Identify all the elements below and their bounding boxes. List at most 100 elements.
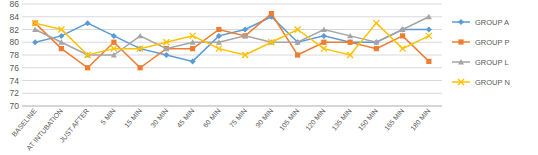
legend: GROUP A GROUP P GROUP L GROUP N	[452, 18, 510, 87]
marker	[295, 39, 301, 44]
marker	[137, 46, 143, 52]
line-chart: 70 72 74 76 78 80 82 84 86 BASELINEAT INTUBATIONJ…	[0, 0, 538, 155]
grid-line	[22, 106, 442, 107]
series-line	[35, 14, 429, 68]
x-tick-label: 135 MIN	[331, 107, 353, 132]
legend-marker	[458, 59, 464, 64]
marker	[163, 39, 169, 45]
series	[32, 20, 432, 58]
marker	[321, 33, 327, 39]
y-tick-label: 72	[10, 88, 20, 98]
marker	[347, 39, 353, 45]
legend-label: GROUP A	[475, 18, 509, 27]
marker	[400, 46, 406, 52]
marker	[32, 39, 38, 45]
x-tick-label: 90 MIN	[254, 107, 274, 129]
marker	[242, 27, 248, 33]
marker	[111, 33, 117, 39]
y-tick-label: 76	[10, 63, 20, 73]
marker	[400, 33, 405, 38]
grid-line	[22, 16, 442, 17]
y-tick-label: 80	[10, 37, 20, 47]
x-tick-label: 165 MIN	[383, 107, 405, 132]
marker	[216, 39, 222, 44]
marker	[321, 40, 326, 45]
legend-label: GROUP N	[475, 78, 510, 87]
marker	[268, 39, 274, 45]
marker	[373, 20, 379, 26]
marker	[58, 39, 64, 44]
marker	[400, 27, 406, 32]
marker	[348, 40, 353, 45]
x-tick-label: 75 MIN	[228, 107, 248, 129]
series	[33, 11, 432, 70]
series-line	[35, 23, 429, 55]
marker	[111, 40, 116, 45]
marker	[190, 39, 196, 44]
grid-line	[22, 67, 442, 68]
x-tick-label: 5 MIN	[99, 107, 116, 126]
marker	[321, 27, 327, 32]
marker	[163, 46, 169, 51]
marker	[216, 27, 221, 32]
marker	[400, 27, 406, 33]
marker	[190, 58, 196, 64]
legend-label: GROUP P	[475, 38, 509, 47]
legend-marker	[458, 19, 464, 25]
chart-container: 70 72 74 76 78 80 82 84 86 BASELINEAT INTUBATIONJ…	[0, 0, 538, 155]
marker	[426, 59, 431, 64]
marker	[190, 33, 196, 39]
x-tick-label: 150 MIN	[357, 107, 379, 132]
x-tick-label: AT INTUBATION	[25, 107, 64, 151]
x-tick-label: 30 MIN	[149, 107, 169, 129]
y-tick-label: 86	[10, 0, 20, 9]
y-tick-label: 70	[10, 101, 20, 111]
marker	[295, 27, 301, 33]
marker	[163, 52, 169, 58]
marker	[242, 33, 248, 38]
grid-line	[22, 4, 442, 5]
grid-line	[22, 80, 442, 81]
y-tick-label: 82	[10, 25, 20, 35]
plot-area	[32, 11, 432, 70]
x-tick-label: 105 MIN	[278, 107, 300, 132]
x-tick-label: JUST AFTER	[58, 107, 90, 144]
marker	[59, 46, 64, 51]
marker	[347, 52, 353, 58]
marker	[137, 33, 143, 38]
marker	[216, 33, 222, 39]
series	[32, 14, 432, 65]
legend-marker	[458, 39, 463, 44]
grid-line	[22, 29, 442, 30]
marker	[58, 27, 64, 33]
x-axis-line	[22, 106, 442, 107]
y-tick-label: 84	[10, 12, 20, 22]
marker	[216, 46, 222, 52]
marker	[426, 14, 432, 19]
marker	[426, 33, 432, 39]
x-tick-label: 15 MIN	[123, 107, 143, 129]
x-tick-label: BASELINE	[11, 107, 39, 138]
marker	[269, 11, 274, 16]
marker	[138, 65, 143, 70]
series-line	[35, 17, 429, 55]
x-tick-label: 45 MIN	[176, 107, 196, 129]
marker	[242, 52, 248, 58]
marker	[32, 20, 38, 26]
x-tick-label: 60 MIN	[202, 107, 222, 129]
marker	[85, 20, 91, 26]
marker	[190, 46, 195, 51]
marker	[295, 52, 300, 57]
marker	[347, 33, 353, 38]
legend-marker	[458, 79, 464, 85]
x-tick-label: 180 MIN	[409, 107, 431, 132]
x-tick-label: 120 MIN	[304, 107, 326, 132]
y-tick-label: 78	[10, 50, 20, 60]
marker	[373, 39, 379, 44]
y-tick-label: 74	[10, 76, 20, 86]
legend-label: GROUP L	[475, 58, 509, 67]
series	[32, 14, 432, 58]
marker	[32, 27, 38, 32]
grid-line	[22, 93, 442, 94]
grid	[22, 4, 442, 106]
